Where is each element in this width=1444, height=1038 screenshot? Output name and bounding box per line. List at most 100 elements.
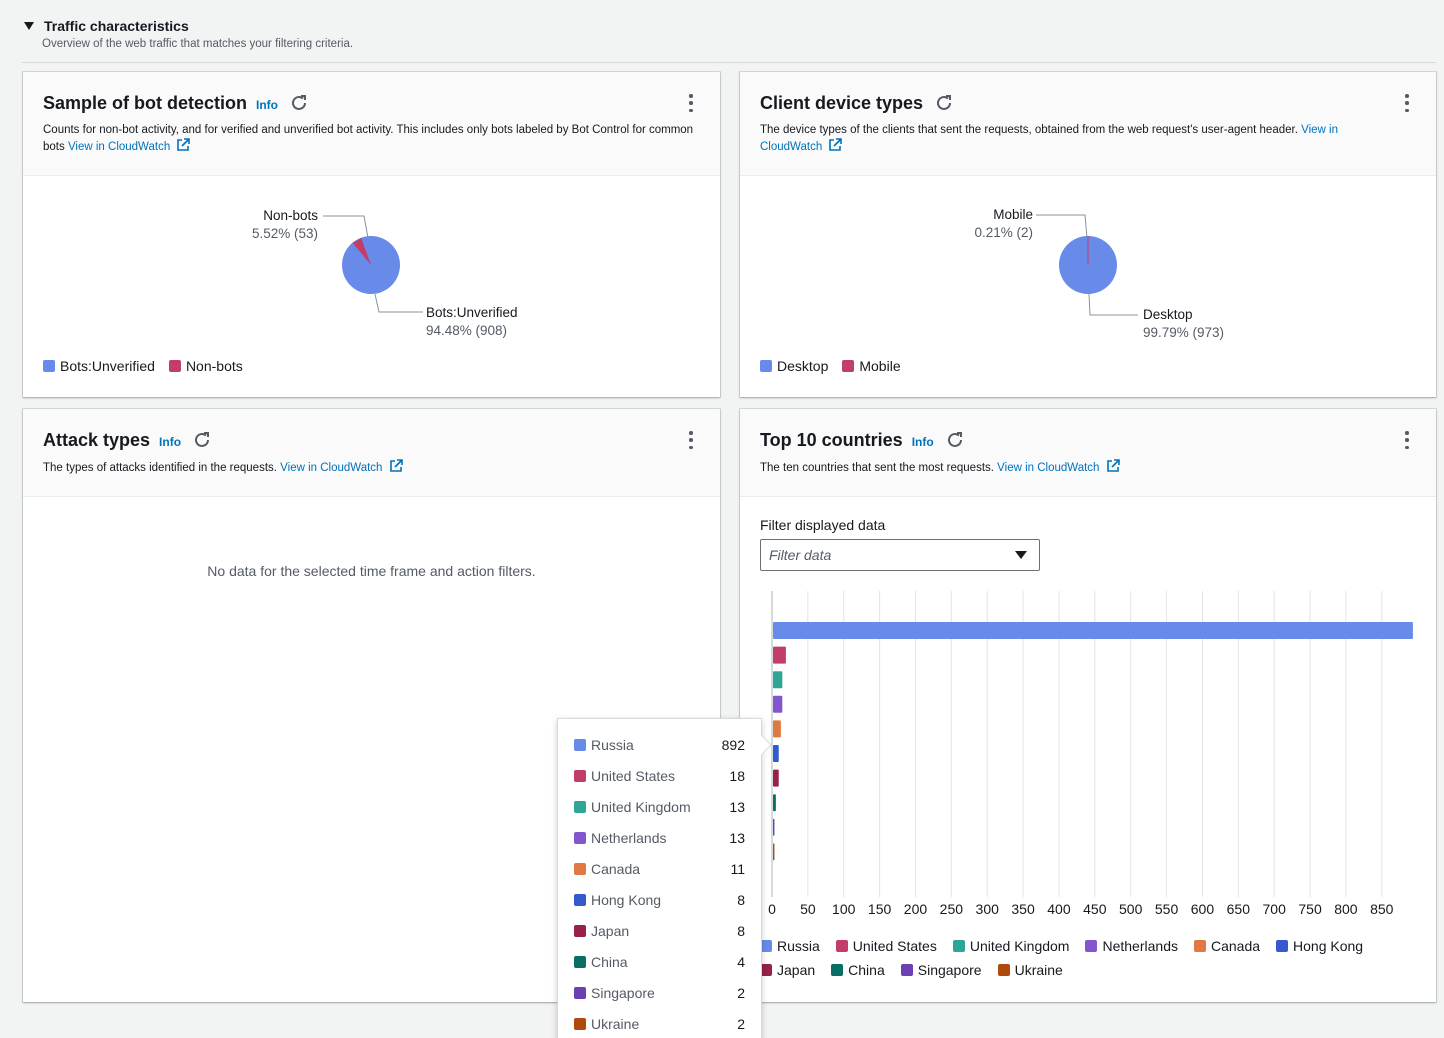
bot-pie-chart (323, 215, 423, 313)
refresh-icon[interactable] (193, 431, 211, 449)
x-tick-label: 750 (1298, 901, 1322, 917)
card-description: The device types of the clients that sen… (760, 122, 1400, 155)
legend-label: China (848, 962, 885, 978)
x-tick-label: 0 (768, 901, 776, 917)
external-link-icon[interactable] (828, 138, 843, 152)
external-link-icon[interactable] (389, 459, 403, 473)
x-tick-label: 650 (1226, 901, 1250, 917)
description-text: The types of attacks identified in the r… (43, 462, 277, 474)
legend-label: Canada (1210, 938, 1261, 954)
legend-item-united-states[interactable]: United States (835, 938, 937, 954)
tooltip-value: 8 (737, 922, 745, 939)
legend-label: United Kingdom (969, 938, 1070, 954)
refresh-icon[interactable] (290, 94, 308, 112)
legend-item-ukraine[interactable]: Ukraine (997, 962, 1063, 978)
tooltip-country: Russia (591, 736, 634, 753)
cloudwatch-link[interactable]: View in (1301, 124, 1338, 136)
section-toggle[interactable]: Traffic characteristics (22, 18, 353, 34)
x-tick-label: 150 (867, 901, 892, 917)
bar-russia (773, 622, 1413, 639)
card-title: Top 10 countries (760, 429, 903, 450)
info-link[interactable]: Info (911, 434, 934, 449)
tooltip-swatch (574, 893, 586, 906)
pie-label-bots-unverified: Bots:Unverified 94.48% (908) (426, 304, 518, 340)
card-header: Sample of bot detection Info Counts for … (23, 72, 720, 176)
tooltip-country: United States (591, 767, 676, 784)
tooltip-country: Hong Kong (591, 891, 662, 908)
legend-swatch (168, 360, 181, 372)
x-tick-label: 350 (1011, 901, 1035, 917)
legend-swatch (1085, 940, 1098, 952)
x-tick-label: 50 (800, 901, 816, 917)
tooltip-swatch (574, 738, 586, 751)
chart-legend: Desktop Mobile (760, 358, 901, 374)
card-header: Attack types Info The types of attacks i… (23, 409, 720, 497)
tooltip-row: Netherlands 13 (574, 822, 745, 853)
legend-item-japan[interactable]: Japan (760, 962, 815, 978)
cloudwatch-link[interactable]: View in CloudWatch (997, 462, 1100, 474)
legend-label: United States (852, 938, 937, 954)
countries-bar-chart[interactable] (740, 497, 1436, 917)
top-countries-card: Top 10 countries Info The ten countries … (740, 409, 1436, 1002)
legend-item-russia[interactable]: Russia (760, 938, 820, 954)
tooltip-row: Japan 8 (574, 915, 745, 946)
legend-item-china[interactable]: China (831, 962, 885, 978)
caret-down-icon[interactable] (1015, 551, 1027, 559)
tooltip-country: Netherlands (591, 829, 667, 846)
info-link[interactable]: Info (256, 97, 279, 112)
legend-item-mobile[interactable]: Mobile (842, 358, 901, 374)
tooltip-swatch (574, 955, 586, 968)
caret-down-icon[interactable] (24, 22, 34, 30)
cloudwatch-link[interactable]: CloudWatch (760, 141, 823, 153)
more-actions-icon[interactable] (1404, 94, 1410, 112)
more-actions-icon[interactable] (688, 94, 694, 112)
more-actions-icon[interactable] (688, 431, 694, 449)
legend-item-netherlands[interactable]: Netherlands (1085, 938, 1178, 954)
refresh-icon[interactable] (946, 431, 964, 449)
bar-united-kingdom (773, 671, 783, 689)
section-title: Traffic characteristics (44, 18, 189, 34)
card-body: Filter displayed data Filter data 0 50 100… (740, 497, 1436, 1002)
legend-swatch (997, 964, 1010, 976)
external-link-icon[interactable] (1106, 459, 1120, 473)
card-header: Client device types The device types of … (740, 72, 1436, 176)
legend-item-desktop[interactable]: Desktop (760, 358, 828, 374)
tooltip-value: 2 (737, 1015, 745, 1032)
legend-item-bots-unverified[interactable]: Bots:Unverified (43, 358, 155, 374)
legend-item-singapore[interactable]: Singapore (900, 962, 982, 978)
tooltip-swatch (574, 831, 586, 844)
legend-swatch (900, 964, 913, 976)
tooltip-swatch (574, 1017, 586, 1030)
tooltip-swatch (574, 862, 586, 875)
legend-item-united-kingdom[interactable]: United Kingdom (952, 938, 1070, 954)
legend-label: Ukraine (1014, 962, 1063, 978)
x-tick-label: 450 (1083, 901, 1107, 917)
legend-swatch (835, 940, 848, 952)
legend-label: Netherlands (1102, 938, 1178, 954)
info-link[interactable]: Info (159, 434, 182, 449)
tooltip-rows: Russia 892 United States 18 United Kingdom 13… (574, 729, 745, 1038)
filter-select[interactable]: Filter data (760, 539, 1040, 571)
cloudwatch-link[interactable]: View in CloudWatch (67, 141, 171, 153)
more-actions-icon[interactable] (1404, 431, 1410, 449)
legend-item-canada[interactable]: Canada (1193, 938, 1261, 954)
cloudwatch-link[interactable]: View in CloudWatch (280, 462, 383, 474)
tooltip-swatch (574, 800, 586, 813)
legend-label: Desktop (777, 358, 829, 374)
legend-swatch (952, 940, 965, 952)
refresh-icon[interactable] (935, 94, 953, 112)
chart-legend: Russia United States United Kingdom Netherl… (760, 938, 1420, 978)
x-tick-label: 300 (975, 901, 999, 917)
tooltip-value: 11 (730, 860, 745, 877)
tooltip-value: 13 (729, 829, 745, 846)
legend-swatch (1193, 940, 1206, 952)
legend-item-non-bots[interactable]: Non-bots (168, 358, 243, 374)
tooltip-swatch (574, 924, 586, 937)
external-link-icon[interactable] (176, 138, 191, 152)
bar-ukraine (773, 843, 775, 861)
traffic-section-header[interactable]: Traffic characteristics Overview of the … (22, 18, 353, 50)
tooltip-value: 2 (737, 984, 745, 1001)
legend-item-hong-kong[interactable]: Hong Kong (1276, 938, 1363, 954)
legend-label: Japan (777, 962, 816, 978)
card-description: Counts for non-bot activity, and for ver… (43, 122, 703, 155)
